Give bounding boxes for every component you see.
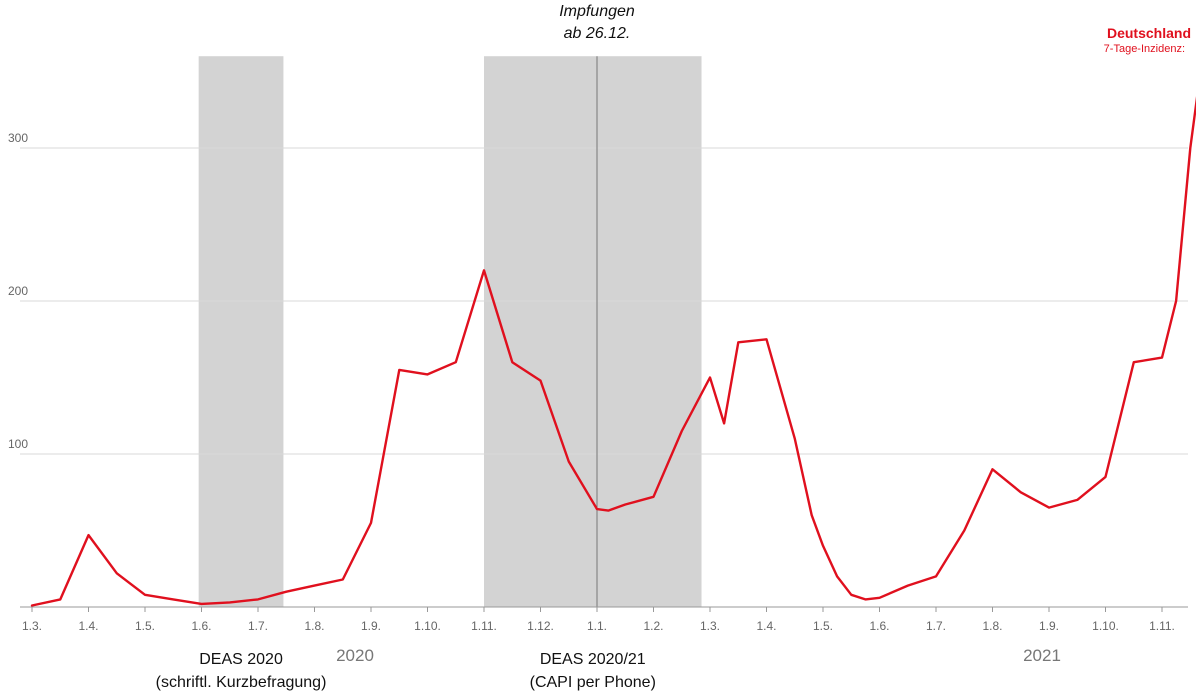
x-tick-label: 1.10. <box>414 619 441 633</box>
y-axis-ticks: 100 200 300 <box>8 131 28 451</box>
y-tick-label: 200 <box>8 284 28 298</box>
x-tick-label: 1.1. <box>587 619 607 633</box>
shaded-period-1 <box>198 56 284 607</box>
x-tick-label: 1.3. <box>700 619 720 633</box>
annotation-line2: ab 26.12. <box>564 25 631 42</box>
annotation-line1: Impfungen <box>559 3 635 20</box>
legend-subtitle: 7-Tage-Inzidenz: <box>1104 43 1185 55</box>
x-tick-label: 1.8. <box>982 619 1002 633</box>
period-label-1: DEAS 2020 <box>199 651 283 668</box>
x-tick-label: 1.9. <box>361 619 381 633</box>
year-label-2021: 2021 <box>1023 646 1061 665</box>
x-tick-label: 1.4. <box>756 619 776 633</box>
x-tick-label: 1.12. <box>527 619 554 633</box>
legend-title: Deutschland <box>1107 25 1191 41</box>
x-tick-label: 1.2. <box>643 619 663 633</box>
x-tick-label: 1.11. <box>1149 619 1175 633</box>
x-tick-label: 1.7. <box>248 619 268 633</box>
series-line-incidence <box>30 96 1196 607</box>
x-tick-label: 1.9. <box>1039 619 1059 633</box>
gridlines <box>20 147 1188 455</box>
x-axis-ticks: 1.3. 1.4. 1.5. 1.6. 1.7. 1.8. 1.9. 1.10. 1.11. 1.… <box>22 607 1175 633</box>
year-label-2020: 2020 <box>336 646 374 665</box>
period-sublabel-2: (CAPI per Phone) <box>530 674 656 691</box>
x-tick-label: 1.4. <box>78 619 98 633</box>
period-captions: DEAS 2020 (schriftl. Kurzbefragung) DEAS 2… <box>156 651 656 691</box>
period-sublabel-1: (schriftl. Kurzbefragung) <box>156 674 327 691</box>
x-tick-label: 1.3. <box>22 619 42 633</box>
shaded-period-2 <box>484 56 702 607</box>
series-lines <box>30 96 1196 607</box>
x-tick-label: 1.10. <box>1092 619 1119 633</box>
x-tick-label: 1.5. <box>135 619 155 633</box>
x-tick-label: 1.5. <box>813 619 833 633</box>
x-tick-label: 1.6. <box>869 619 889 633</box>
x-tick-label: 1.6. <box>191 619 211 633</box>
x-tick-label: 1.8. <box>304 619 324 633</box>
x-tick-label: 1.11. <box>471 619 497 633</box>
period-label-2: DEAS 2020/21 <box>540 651 646 668</box>
y-tick-label: 300 <box>8 131 28 145</box>
survey-period-shading <box>198 56 702 607</box>
x-tick-label: 1.7. <box>926 619 946 633</box>
y-tick-label: 100 <box>8 437 28 451</box>
